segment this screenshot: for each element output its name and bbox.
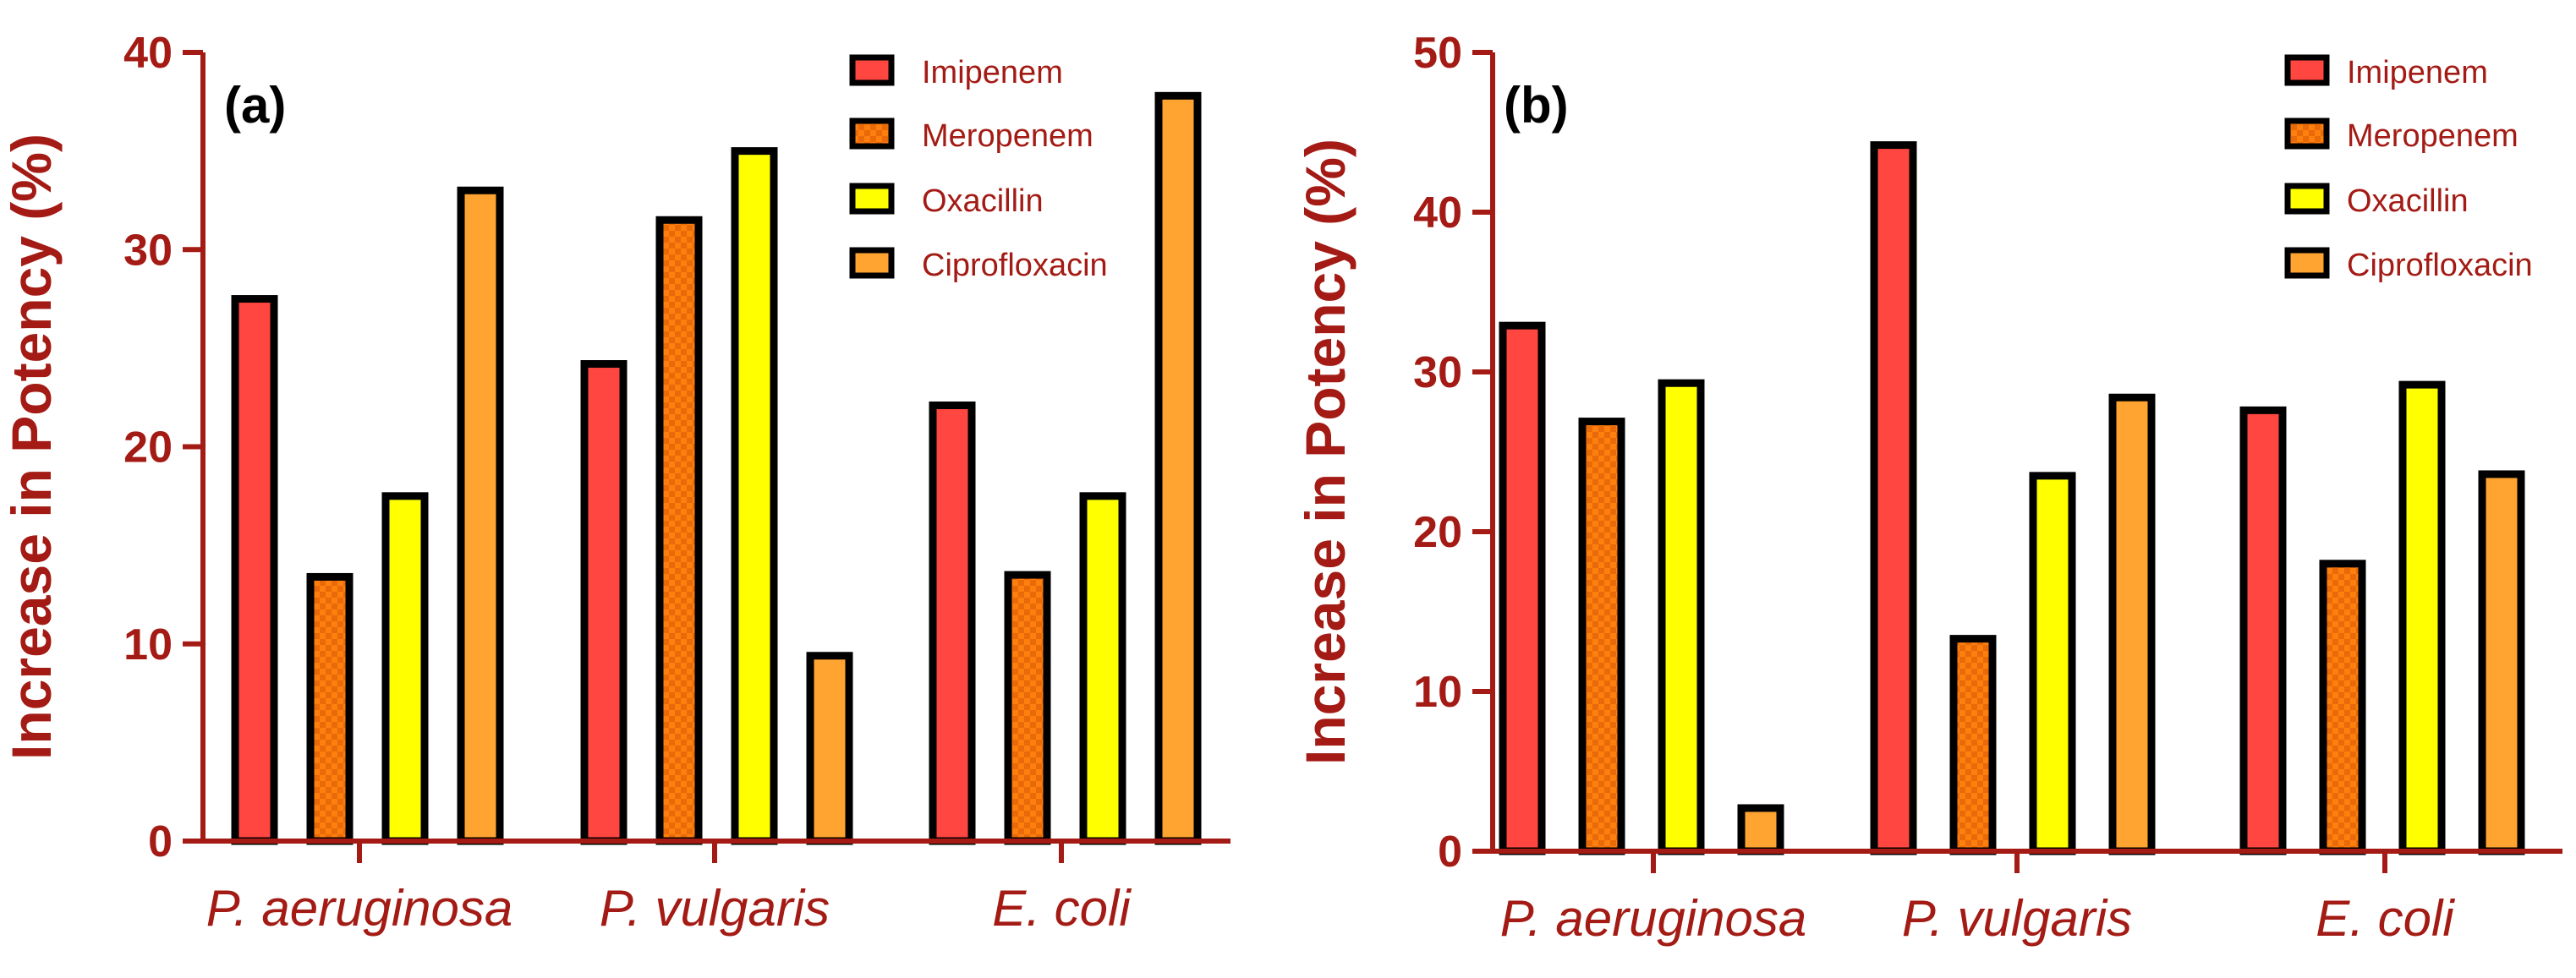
x-category-label-e-coli: E. coli [2316, 890, 2455, 947]
legend-label-meropenem: Meropenem [2347, 118, 2518, 154]
bar-ciprofloxacin-e-coli [2478, 470, 2525, 855]
x-category-label-p-vulgaris: P. vulgaris [600, 880, 830, 937]
x-category-label-e-coli: E. coli [992, 880, 1132, 937]
bar-meropenem-p-vulgaris [655, 216, 703, 845]
x-category-label-p-aeruginosa: P. aeruginosa [206, 880, 513, 937]
y-tick-label: 40 [123, 29, 173, 78]
legend-swatch-ciprofloxacin [849, 247, 895, 279]
panel-a: 0 10 20 30 40 P. aeruginosa P. vulgaris E. coli… [0, 29, 1230, 937]
legend: Imipenem Meropenem Oxacillin Ciprofloxacin [849, 54, 1108, 283]
bar-oxacillin-p-vulgaris [2029, 472, 2076, 855]
bar-ciprofloxacin-e-coli [1154, 91, 1202, 845]
legend-label-imipenem: Imipenem [922, 55, 1063, 90]
y-tick-label: 30 [123, 226, 173, 275]
x-category-label-p-aeruginosa: P. aeruginosa [1500, 890, 1807, 947]
x-category-label-p-vulgaris: P. vulgaris [1902, 890, 2132, 947]
y-axis-title: Increase in Potency (%) [0, 134, 63, 760]
bar-oxacillin-p-vulgaris [731, 147, 778, 845]
bar-imipenem-p-aeruginosa [231, 295, 278, 845]
bar-meropenem-e-coli [1004, 571, 1051, 845]
y-tick-label: 20 [1413, 508, 1462, 557]
legend-swatch-oxacillin [849, 183, 895, 215]
y-tick-label: 0 [1438, 828, 1462, 877]
panel-label: (b) [1504, 77, 1569, 134]
legend-label-ciprofloxacin: Ciprofloxacin [2347, 248, 2533, 283]
legend-swatch-imipenem [849, 54, 895, 86]
y-tick-label: 40 [1413, 188, 1462, 238]
bar-imipenem-e-coli [929, 402, 976, 845]
y-axis-title: Increase in Potency (%) [1294, 139, 1357, 765]
bar-oxacillin-p-aeruginosa [1658, 379, 1705, 855]
panel-label: (a) [224, 77, 286, 134]
y-tick-label: 0 [148, 817, 173, 866]
legend-label-ciprofloxacin: Ciprofloxacin [922, 248, 1108, 283]
bar-meropenem-p-aeruginosa [306, 572, 354, 845]
y-tick-label: 50 [1413, 29, 1462, 78]
bar-oxacillin-e-coli [1079, 492, 1126, 845]
bar-meropenem-p-aeruginosa [1578, 418, 1625, 855]
bar-oxacillin-e-coli [2398, 380, 2446, 855]
y-tick-label: 20 [123, 423, 173, 473]
bar-imipenem-p-vulgaris [580, 360, 628, 845]
bar-ciprofloxacin-p-vulgaris [806, 652, 853, 845]
bar-ciprofloxacin-p-aeruginosa [457, 186, 504, 845]
legend-swatch-imipenem [2284, 54, 2330, 86]
legend: Imipenem Meropenem Oxacillin Ciprofloxacin [2284, 54, 2533, 283]
bar-imipenem-p-aeruginosa [1499, 321, 1546, 855]
bar-ciprofloxacin-p-vulgaris [2108, 393, 2156, 855]
legend-label-oxacillin: Oxacillin [2347, 183, 2469, 219]
bar-imipenem-p-vulgaris [1870, 141, 1917, 855]
legend-swatch-meropenem [849, 117, 895, 150]
bar-ciprofloxacin-p-aeruginosa [1737, 804, 1784, 855]
legend-swatch-oxacillin [2284, 183, 2330, 215]
y-tick-label: 30 [1413, 348, 1462, 397]
bar-oxacillin-p-aeruginosa [381, 492, 429, 845]
legend-label-oxacillin: Oxacillin [922, 183, 1044, 219]
y-tick-label: 10 [1413, 668, 1462, 717]
legend-swatch-meropenem [2284, 117, 2330, 150]
legend-swatch-ciprofloxacin [2284, 247, 2330, 279]
legend-label-imipenem: Imipenem [2347, 55, 2488, 90]
panel-b: 0 10 20 30 40 50 P. aeruginosa P. vulgaris E. co… [1294, 29, 2562, 947]
y-tick-label: 10 [123, 620, 173, 669]
bar-meropenem-p-vulgaris [1949, 635, 1997, 855]
legend-label-meropenem: Meropenem [922, 118, 1093, 154]
bar-imipenem-e-coli [2239, 406, 2287, 855]
bar-meropenem-e-coli [2319, 560, 2366, 855]
